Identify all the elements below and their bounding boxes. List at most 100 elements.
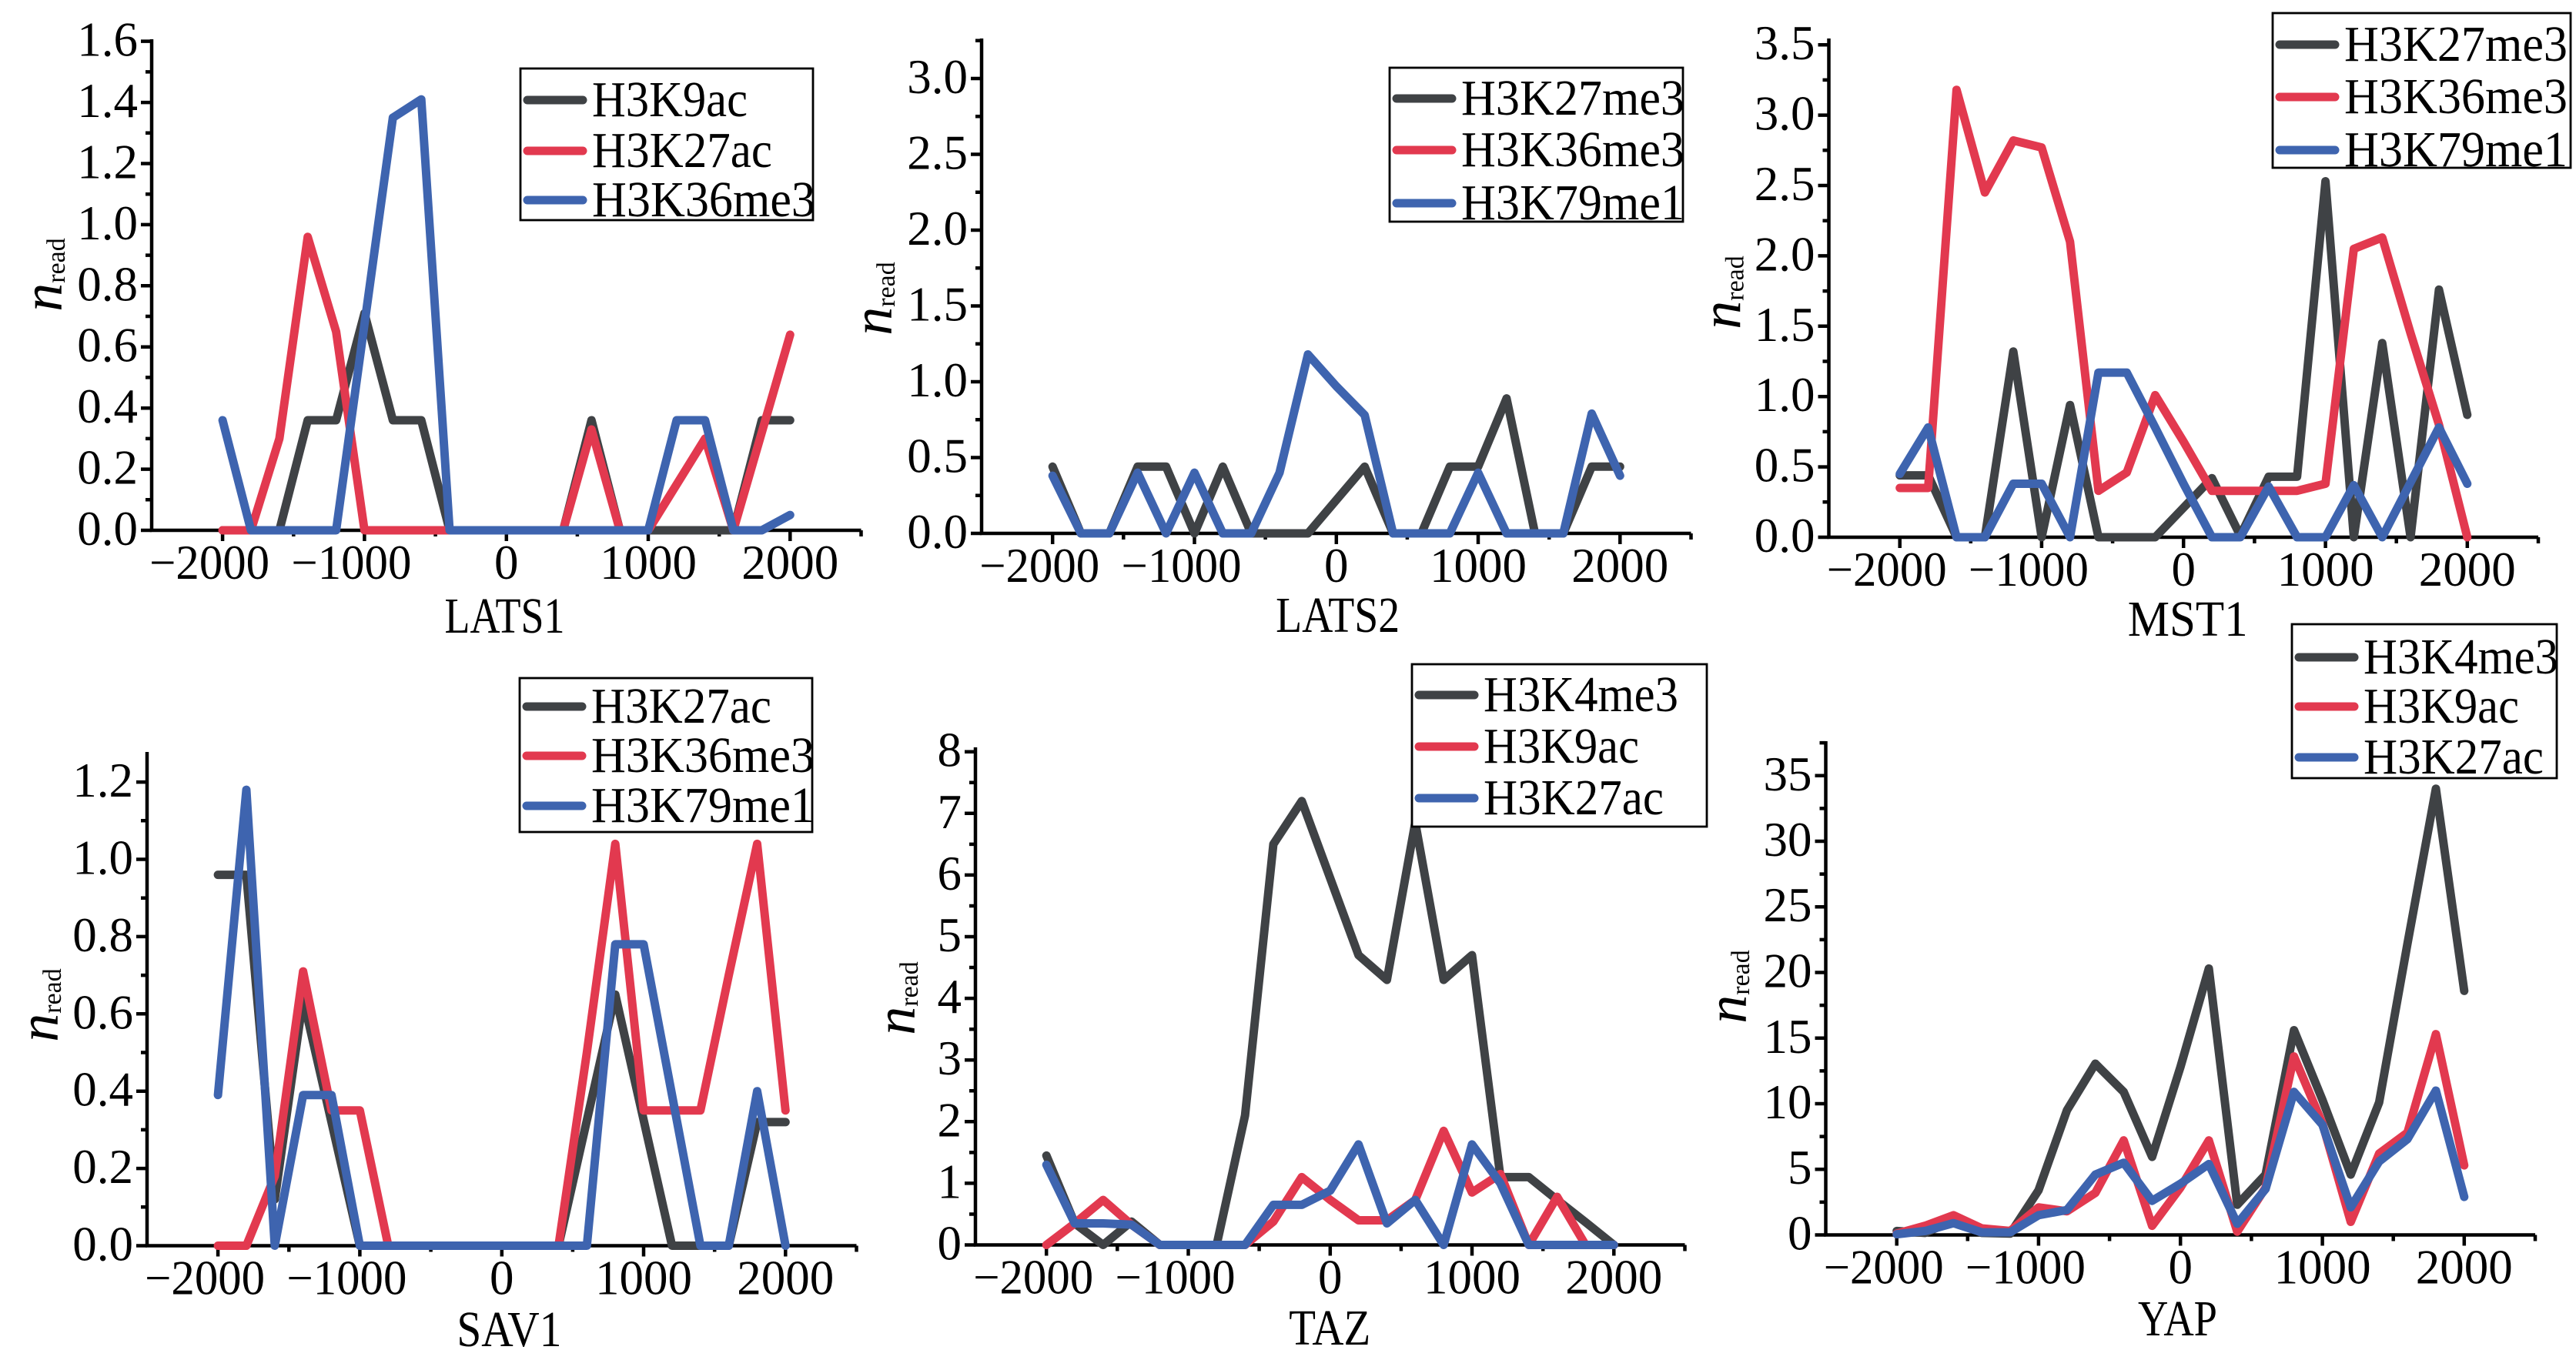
svg-text:1.2: 1.2	[72, 754, 133, 807]
svg-text:H3K79me1: H3K79me1	[2344, 122, 2568, 178]
svg-text:−2000: −2000	[145, 1251, 265, 1305]
svg-text:−1000: −1000	[286, 1251, 406, 1305]
svg-text:−2000: −2000	[979, 539, 1099, 593]
svg-text:2000: 2000	[2419, 543, 2516, 596]
svg-text:H3K27ac: H3K27ac	[592, 123, 772, 179]
svg-text:0.0: 0.0	[1755, 509, 1815, 563]
svg-text:−1000: −1000	[1965, 1241, 2086, 1295]
svg-text:1000: 1000	[2277, 543, 2374, 596]
svg-text:0: 0	[2168, 1241, 2193, 1295]
svg-text:1000: 1000	[2274, 1241, 2371, 1295]
svg-text:0.8: 0.8	[72, 908, 133, 962]
svg-text:−2000: −2000	[1827, 543, 1947, 596]
svg-text:H3K36me3: H3K36me3	[591, 728, 815, 784]
svg-text:3.0: 3.0	[1755, 87, 1815, 141]
svg-text:15: 15	[1764, 1010, 1812, 1064]
svg-text:0.0: 0.0	[77, 502, 138, 556]
svg-text:2000: 2000	[737, 1251, 834, 1305]
svg-text:1.6: 1.6	[77, 13, 138, 67]
svg-text:5: 5	[938, 908, 962, 962]
svg-text:TAZ: TAZ	[1289, 1301, 1370, 1356]
svg-text:2.5: 2.5	[907, 126, 968, 180]
svg-text:H3K27ac: H3K27ac	[1484, 770, 1664, 826]
svg-text:H3K36me3: H3K36me3	[2344, 69, 2568, 125]
svg-text:1.0: 1.0	[72, 831, 133, 885]
svg-text:2.0: 2.0	[907, 202, 968, 256]
svg-text:7: 7	[938, 785, 962, 839]
svg-text:4: 4	[938, 970, 962, 1024]
svg-text:0.6: 0.6	[77, 319, 138, 373]
svg-text:10: 10	[1764, 1075, 1812, 1129]
svg-text:1.0: 1.0	[907, 353, 968, 407]
svg-text:0: 0	[1788, 1207, 1812, 1261]
svg-text:0.5: 0.5	[907, 429, 968, 483]
svg-text:35: 35	[1764, 747, 1812, 801]
svg-text:−1000: −1000	[1969, 543, 2089, 596]
svg-text:0: 0	[490, 1251, 514, 1305]
svg-text:2000: 2000	[2416, 1241, 2513, 1295]
svg-text:2: 2	[938, 1093, 962, 1147]
svg-text:−1000: −1000	[1116, 1251, 1236, 1305]
svg-text:0.0: 0.0	[72, 1218, 133, 1271]
svg-text:0: 0	[1324, 539, 1349, 593]
svg-text:H3K79me1: H3K79me1	[1461, 175, 1684, 231]
svg-text:3.0: 3.0	[907, 50, 968, 104]
svg-text:H3K79me1: H3K79me1	[591, 778, 815, 834]
svg-text:LATS2: LATS2	[1276, 588, 1400, 643]
svg-text:0.6: 0.6	[72, 985, 133, 1039]
svg-text:H3K9ac: H3K9ac	[592, 72, 748, 128]
svg-text:YAP: YAP	[2138, 1291, 2217, 1347]
svg-text:0.2: 0.2	[72, 1140, 133, 1194]
svg-text:1.5: 1.5	[1755, 298, 1815, 352]
svg-text:0: 0	[494, 536, 519, 590]
svg-text:MST1: MST1	[2128, 592, 2248, 647]
svg-text:H3K9ac: H3K9ac	[2364, 679, 2519, 734]
svg-text:H3K4me3: H3K4me3	[2364, 630, 2558, 685]
svg-text:0.4: 0.4	[72, 1063, 133, 1117]
svg-text:−2000: −2000	[973, 1251, 1093, 1305]
svg-text:0.4: 0.4	[77, 379, 138, 433]
svg-text:H3K27ac: H3K27ac	[591, 679, 771, 734]
svg-text:0: 0	[1318, 1251, 1343, 1305]
svg-text:1000: 1000	[1430, 539, 1527, 593]
svg-text:1.0: 1.0	[1755, 368, 1815, 422]
svg-text:H3K9ac: H3K9ac	[1484, 719, 1639, 774]
svg-text:1.2: 1.2	[77, 135, 138, 189]
svg-text:0.0: 0.0	[907, 505, 968, 559]
svg-text:H3K36me3: H3K36me3	[1461, 122, 1684, 178]
svg-text:1.4: 1.4	[77, 74, 138, 128]
svg-text:−1000: −1000	[291, 536, 411, 590]
svg-text:1000: 1000	[595, 1251, 692, 1305]
svg-text:SAV1: SAV1	[457, 1302, 561, 1358]
svg-text:0.2: 0.2	[77, 441, 138, 495]
svg-text:25: 25	[1764, 878, 1812, 932]
svg-text:LATS1: LATS1	[445, 589, 565, 644]
svg-text:5: 5	[1788, 1141, 1812, 1195]
svg-text:2000: 2000	[1571, 539, 1668, 593]
svg-text:30: 30	[1764, 813, 1812, 867]
svg-text:H3K27me3: H3K27me3	[1461, 71, 1684, 126]
svg-text:2.0: 2.0	[1755, 227, 1815, 281]
svg-text:3: 3	[938, 1031, 962, 1085]
svg-text:3.5: 3.5	[1755, 16, 1815, 70]
svg-text:0: 0	[2171, 543, 2196, 596]
svg-text:1000: 1000	[1423, 1251, 1521, 1305]
svg-text:H3K27ac: H3K27ac	[2364, 730, 2544, 785]
svg-text:0: 0	[938, 1217, 962, 1271]
svg-text:1.0: 1.0	[77, 196, 138, 250]
svg-text:−2000: −2000	[1824, 1241, 1944, 1295]
svg-text:2000: 2000	[1565, 1251, 1662, 1305]
svg-text:1: 1	[938, 1154, 962, 1208]
svg-text:6: 6	[938, 847, 962, 901]
svg-text:H3K4me3: H3K4me3	[1484, 667, 1678, 723]
svg-text:2.5: 2.5	[1755, 157, 1815, 211]
svg-text:0.5: 0.5	[1755, 439, 1815, 493]
svg-text:H3K36me3: H3K36me3	[592, 172, 815, 228]
svg-text:1000: 1000	[600, 536, 697, 590]
svg-text:H3K27me3: H3K27me3	[2344, 17, 2568, 72]
svg-text:−2000: −2000	[149, 536, 269, 590]
svg-text:8: 8	[938, 723, 962, 777]
svg-text:2000: 2000	[741, 536, 838, 590]
svg-text:1.5: 1.5	[907, 278, 968, 332]
svg-text:−1000: −1000	[1122, 539, 1242, 593]
